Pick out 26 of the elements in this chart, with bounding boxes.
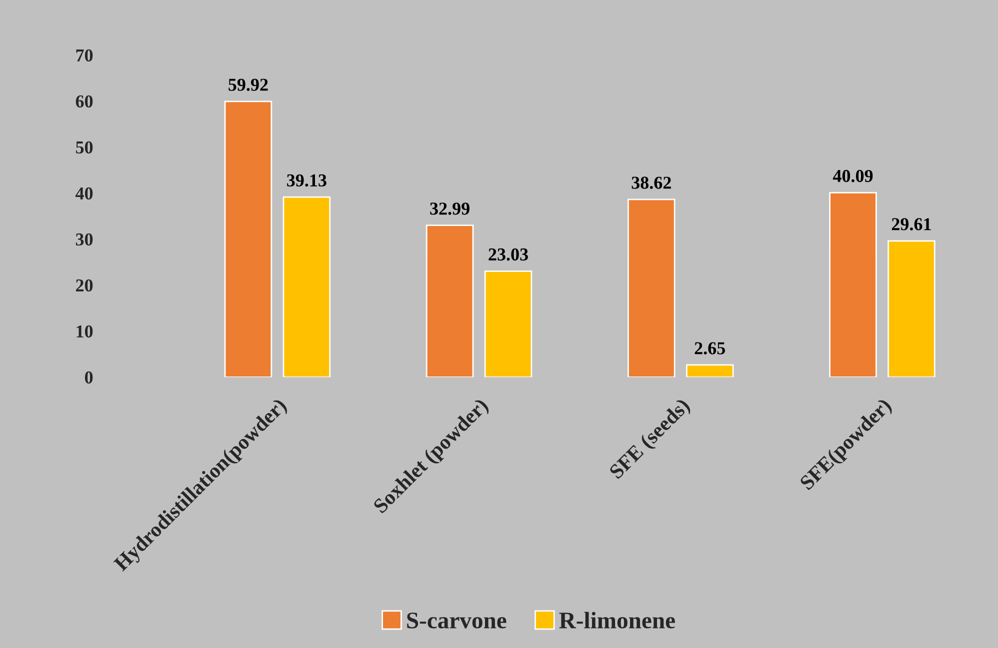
data-label: 40.09 bbox=[832, 170, 873, 182]
bar bbox=[224, 100, 272, 378]
data-label: 23.03 bbox=[488, 248, 528, 261]
bar bbox=[628, 198, 676, 378]
data-label: 38.62 bbox=[632, 176, 671, 189]
y-tick-label: 10 bbox=[76, 325, 93, 338]
y-tick-label: 50 bbox=[76, 141, 93, 154]
data-label: 59.92 bbox=[228, 78, 268, 91]
data-label: 39.13 bbox=[287, 174, 326, 187]
data-label: 29.61 bbox=[892, 218, 931, 230]
legend-label: S-carvone bbox=[407, 612, 506, 628]
y-tick-label: 60 bbox=[76, 95, 93, 108]
bar bbox=[426, 224, 474, 378]
bar bbox=[829, 192, 877, 378]
y-tick-label: 20 bbox=[76, 279, 93, 292]
data-label: 2.65 bbox=[694, 342, 726, 354]
bar bbox=[686, 364, 734, 378]
y-tick-label: 30 bbox=[76, 233, 93, 246]
data-label: 32.99 bbox=[430, 202, 470, 215]
bar bbox=[888, 240, 936, 378]
y-tick-label: 70 bbox=[76, 49, 93, 62]
legend-label: R-limonene bbox=[559, 612, 675, 628]
bar bbox=[484, 270, 532, 378]
y-tick-label: 0 bbox=[84, 371, 93, 384]
bar bbox=[282, 196, 331, 378]
y-tick-label: 40 bbox=[76, 187, 93, 200]
